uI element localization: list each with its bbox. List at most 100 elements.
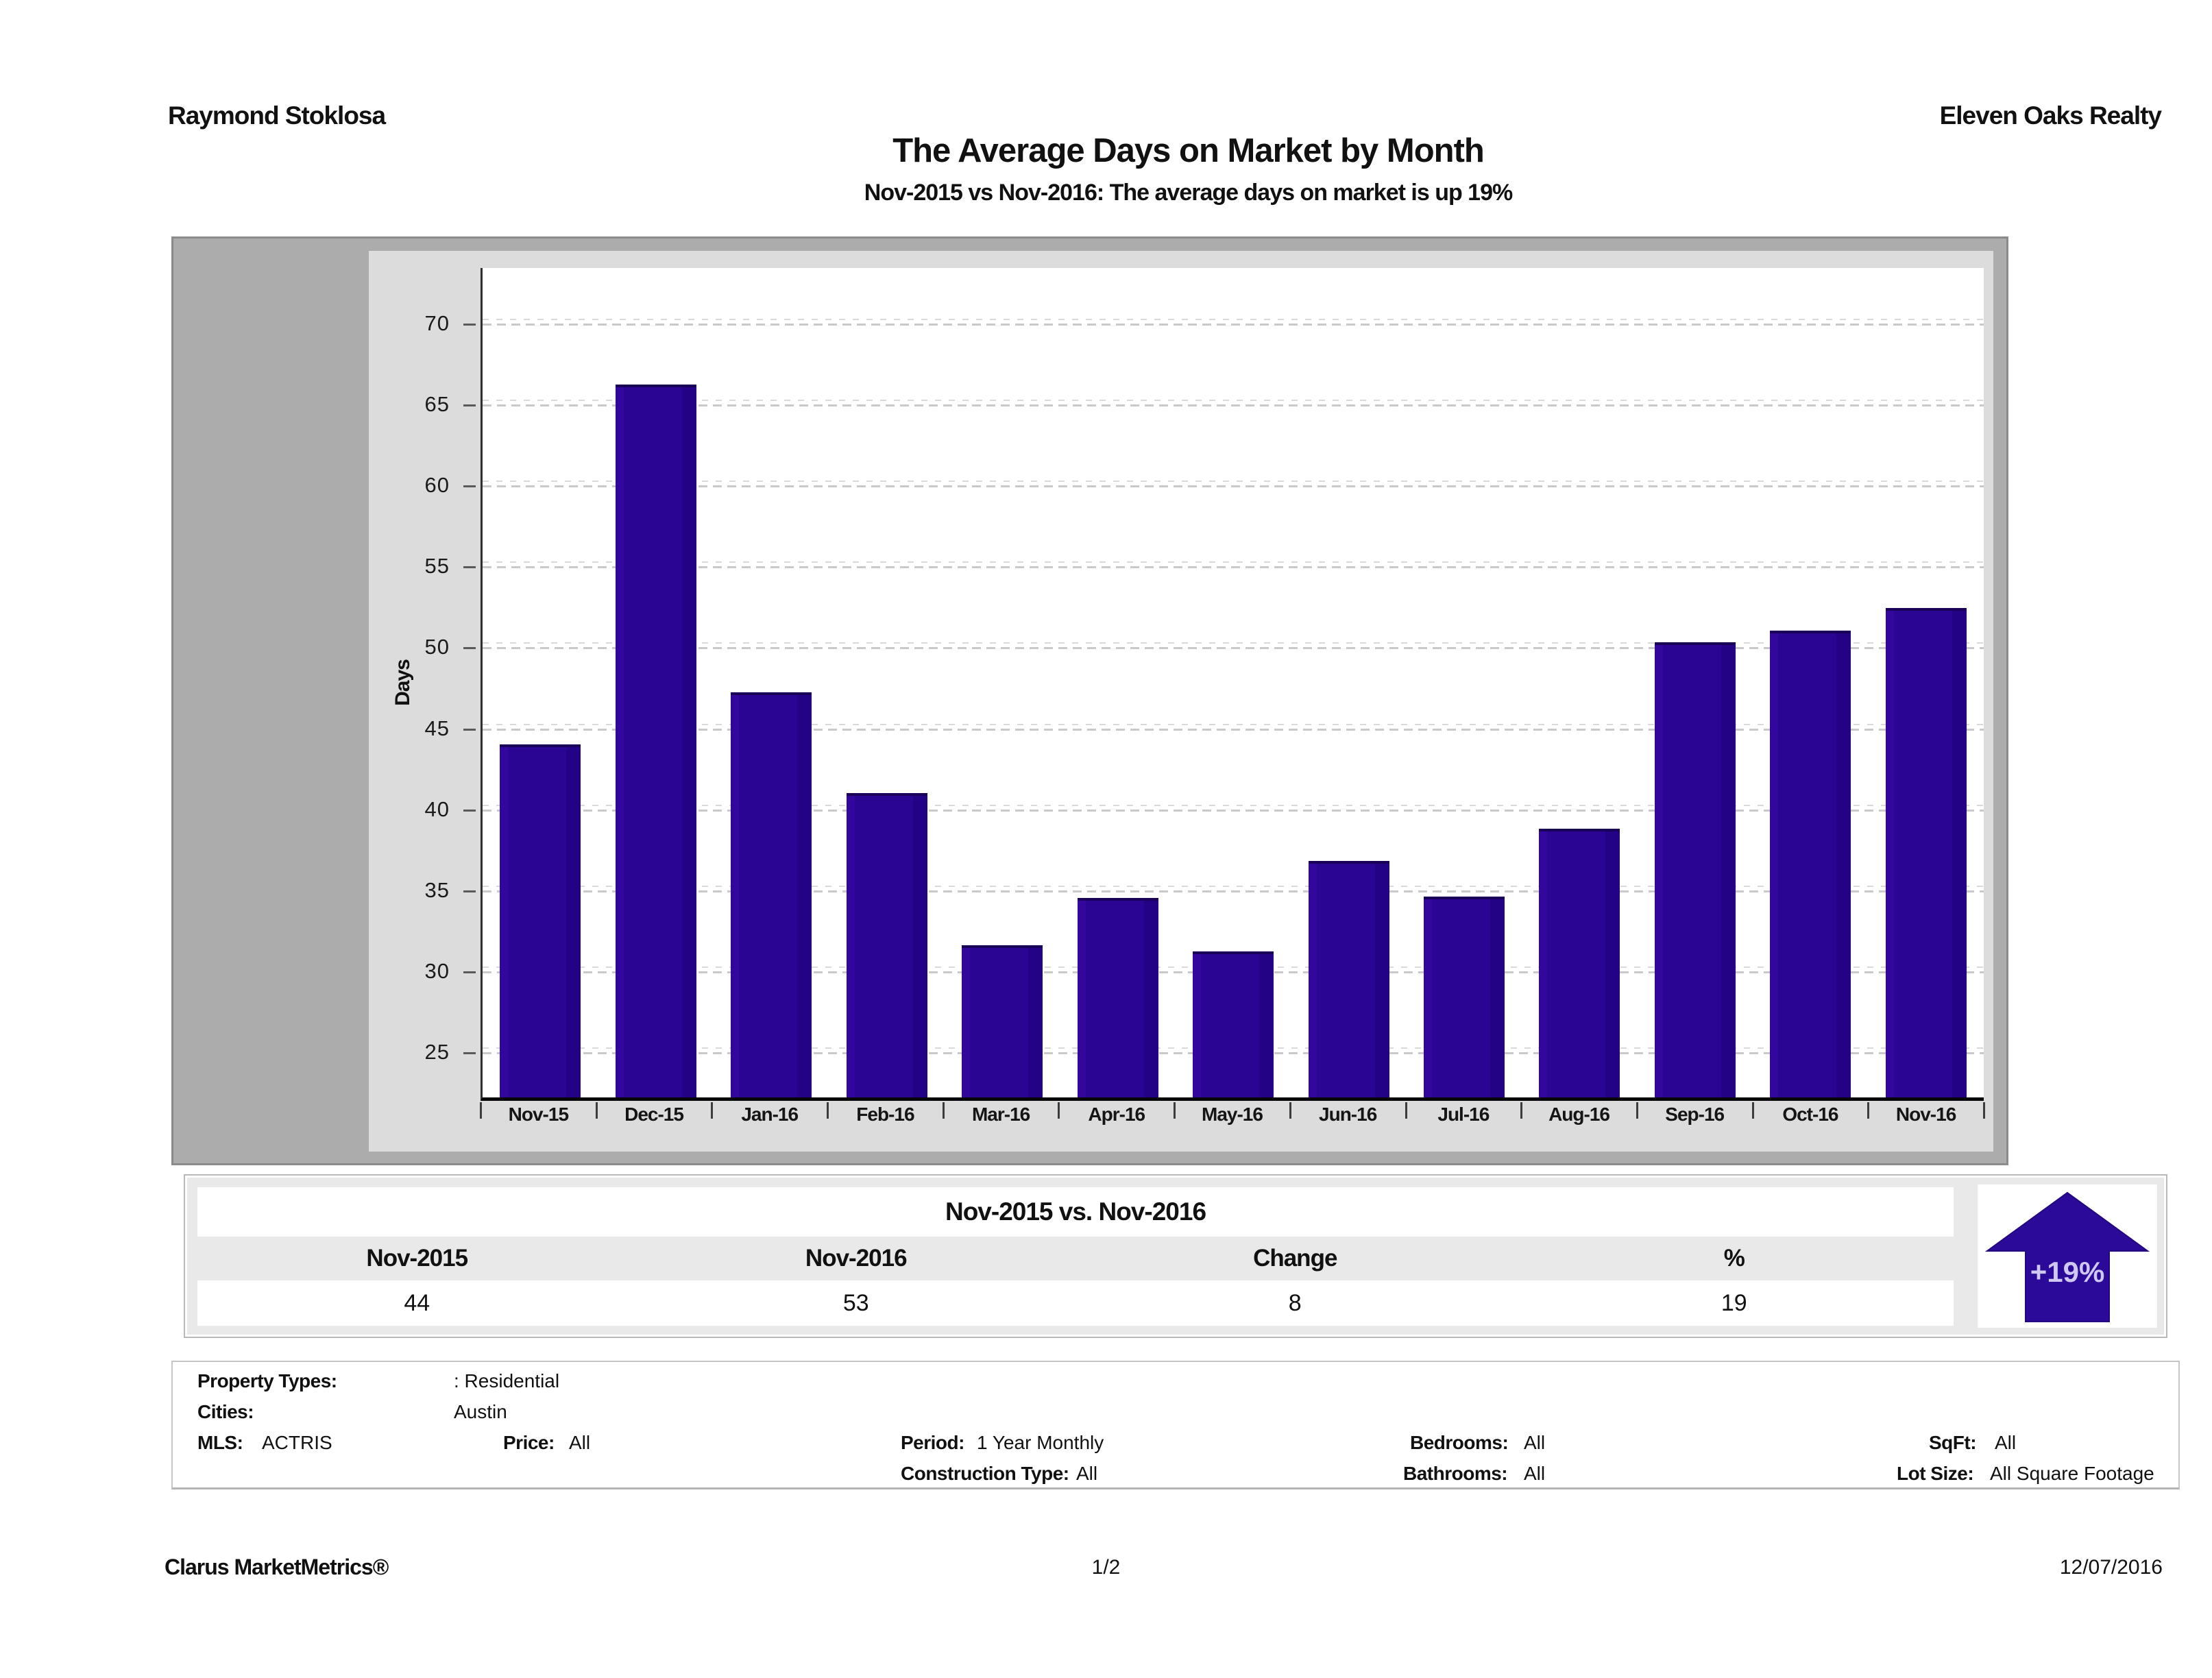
- x-tick-label-Aug-16: Aug-16: [1548, 1104, 1610, 1125]
- gridline-shadow-60: [483, 481, 1984, 483]
- up-arrow-icon: +19%: [1984, 1191, 2150, 1322]
- table-header-%: %: [1723, 1245, 1745, 1272]
- gridline-50: [483, 647, 1984, 650]
- y-tick-label-35: 35: [424, 877, 450, 902]
- lot-size-value: All Square Footage: [1990, 1463, 2154, 1484]
- comparison-table: Nov-2015 vs. Nov-2016 Nov-2015 Nov-2016 Ch…: [184, 1174, 2167, 1338]
- bar-Jul-16: [1423, 896, 1505, 1097]
- footer-date: 12/07/2016: [2059, 1556, 2163, 1579]
- price-value: All: [569, 1432, 591, 1453]
- bar-Jun-16: [1308, 860, 1389, 1097]
- x-tick-mark-6: [1174, 1102, 1176, 1119]
- footer-page-number: 1/2: [1091, 1556, 1121, 1579]
- x-tick-label-Dec-15: Dec-15: [624, 1104, 684, 1125]
- x-tick-label-Nov-16: Nov-16: [1895, 1104, 1956, 1125]
- bar-cell-Feb-16: [829, 268, 944, 1097]
- plot-area: [481, 268, 1984, 1101]
- cities-value: Austin: [454, 1401, 507, 1422]
- mls-label: MLS:: [197, 1432, 243, 1453]
- x-tick-mark-2: [711, 1102, 714, 1119]
- x-tick-label-Sep-16: Sep-16: [1665, 1104, 1725, 1125]
- chart-panel: Days 25 30 35 40 45 50 55 60 65 70 Nov-15 Dec-15 Ja…: [171, 236, 2008, 1165]
- price-label: Price:: [503, 1432, 555, 1453]
- y-tick-label-60: 60: [424, 473, 450, 498]
- construction-type-label: Construction Type:: [901, 1463, 1069, 1484]
- x-tick-mark-0: [480, 1102, 482, 1119]
- bathrooms-value: All: [1524, 1463, 1546, 1484]
- x-axis-ticks: [480, 1101, 1985, 1119]
- bar-Sep-16: [1654, 642, 1736, 1097]
- x-tick-label-Oct-16: Oct-16: [1782, 1104, 1838, 1125]
- gridline-shadow-35: [483, 885, 1984, 887]
- x-tick-mark-3: [827, 1102, 829, 1119]
- bars-layer: [483, 268, 1984, 1097]
- bar-May-16: [1193, 951, 1274, 1097]
- bar-Jan-16: [731, 692, 812, 1097]
- gridline-40: [483, 809, 1984, 812]
- gridline-shadow-50: [483, 642, 1984, 644]
- x-tick-mark-5: [1058, 1102, 1060, 1119]
- bar-cell-Dec-15: [598, 268, 713, 1097]
- y-tick-mark-40: [463, 809, 476, 812]
- x-tick-mark-12: [1867, 1102, 1870, 1119]
- y-tick-mark-35: [463, 890, 476, 892]
- gridline-65: [483, 404, 1984, 406]
- bar-Apr-16: [1077, 898, 1158, 1097]
- bedrooms-value: All: [1524, 1432, 1546, 1453]
- gridline-shadow-70: [483, 318, 1984, 320]
- report-subtitle: Nov-2015 vs Nov-2016: The average days o…: [864, 180, 1513, 206]
- chart-inner-panel: Days 25 30 35 40 45 50 55 60 65 70 Nov-15 Dec-15 Ja…: [369, 251, 1993, 1152]
- table-value-Nov-2015: 44: [404, 1289, 430, 1316]
- y-tick-mark-30: [463, 971, 476, 974]
- bar-Oct-16: [1770, 631, 1851, 1097]
- gridline-shadow-45: [483, 723, 1984, 725]
- bar-cell-Jan-16: [714, 268, 829, 1097]
- y-tick-label-70: 70: [424, 311, 450, 335]
- x-tick-label-Mar-16: Mar-16: [971, 1104, 1030, 1125]
- report-title: The Average Days on Market by Month: [892, 132, 1485, 169]
- y-tick-label-45: 45: [424, 716, 450, 740]
- gridline-60: [483, 485, 1984, 488]
- bar-Feb-16: [846, 792, 927, 1097]
- table-value-Change: 8: [1288, 1289, 1302, 1316]
- x-tick-mark-8: [1405, 1102, 1407, 1119]
- gridline-shadow-40: [483, 804, 1984, 806]
- x-tick-label-Jul-16: Jul-16: [1437, 1104, 1490, 1125]
- x-tick-mark-9: [1520, 1102, 1523, 1119]
- gridline-70: [483, 323, 1984, 326]
- x-tick-mark-11: [1751, 1102, 1754, 1119]
- bar-cell-May-16: [1176, 268, 1291, 1097]
- x-tick-label-Jun-16: Jun-16: [1319, 1104, 1377, 1125]
- comparison-table-title: Nov-2015 vs. Nov-2016: [197, 1187, 1954, 1237]
- lot-size-label: Lot Size:: [1897, 1463, 1974, 1484]
- table-header-Nov-2016: Nov-2016: [805, 1245, 908, 1272]
- cities-label: Cities:: [197, 1401, 254, 1422]
- x-tick-mark-10: [1636, 1102, 1638, 1119]
- gridline-shadow-55: [483, 561, 1984, 563]
- x-tick-mark-13: [1983, 1102, 1985, 1119]
- table-header-Nov-2015: Nov-2015: [366, 1245, 468, 1272]
- y-tick-mark-50: [463, 647, 476, 650]
- bar-cell-Sep-16: [1638, 268, 1753, 1097]
- footer-product-name: Clarus MarketMetrics®: [165, 1555, 389, 1579]
- bar-Aug-16: [1539, 828, 1620, 1097]
- x-tick-mark-1: [595, 1102, 598, 1119]
- y-tick-label-55: 55: [424, 554, 450, 579]
- y-tick-label-50: 50: [424, 635, 450, 659]
- bar-cell-Jun-16: [1291, 268, 1406, 1097]
- bar-Nov-15: [500, 744, 581, 1097]
- sqft-label: SqFt:: [1929, 1432, 1977, 1453]
- x-tick-label-Jan-16: Jan-16: [741, 1104, 799, 1125]
- y-tick-mark-70: [463, 323, 476, 326]
- change-badge-label: +19%: [2030, 1256, 2105, 1288]
- y-tick-mark-45: [463, 728, 476, 731]
- gridline-shadow-65: [483, 399, 1984, 401]
- construction-type-value: All: [1076, 1463, 1098, 1484]
- company-name: Eleven Oaks Realty: [1939, 101, 2162, 130]
- gridline-55: [483, 566, 1984, 569]
- bar-Dec-15: [615, 385, 696, 1097]
- y-tick-mark-55: [463, 566, 476, 569]
- bar-cell-Aug-16: [1522, 268, 1637, 1097]
- bar-cell-Nov-15: [483, 268, 598, 1097]
- x-axis-labels: Nov-15 Dec-15 Jan-16 Feb-16 Mar-16 Apr-16 May-…: [481, 1104, 1984, 1138]
